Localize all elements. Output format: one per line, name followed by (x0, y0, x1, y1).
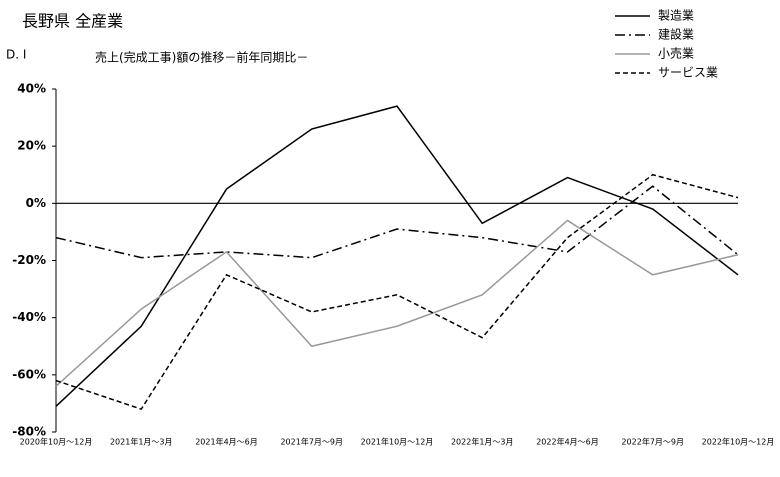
series-line (55, 105, 739, 407)
y-axis-label: D. I (6, 48, 26, 62)
series-line (55, 185, 739, 259)
y-tick-label: 0% (26, 196, 46, 210)
legend-label: 製造業 (658, 9, 694, 23)
y-tick-label: 20% (17, 139, 46, 153)
chart-subtitle: 売上(完成工事)額の推移－前年同期比－ (95, 50, 308, 65)
series-line (55, 219, 739, 387)
series-line (55, 173, 739, 411)
x-tick-label: 2021年1月～3月 (110, 437, 173, 447)
chart-title: 長野県 全産業 (22, 12, 123, 31)
y-tick-label: 40% (17, 82, 46, 96)
x-tick-label: 2022年7月～9月 (621, 437, 684, 447)
x-tick-label: 2022年4月～6月 (536, 437, 599, 447)
x-tick-label: 2021年7月～9月 (280, 437, 343, 447)
x-tick-label: 2021年10月～12月 (361, 437, 434, 447)
legend-label: サービス業 (658, 66, 718, 80)
y-tick-label: -20% (12, 253, 46, 267)
y-tick-label: -80% (12, 425, 46, 439)
y-tick-label: -60% (12, 367, 46, 381)
x-tick-label: 2020年10月～12月 (20, 437, 93, 447)
legend-label: 建設業 (658, 27, 694, 42)
y-tick-label: -40% (12, 310, 46, 324)
legend-label: 小売業 (658, 46, 694, 61)
x-tick-label: 2022年10月～12月 (702, 437, 775, 447)
x-tick-label: 2022年1月～3月 (451, 437, 514, 447)
x-tick-label: 2021年4月～6月 (195, 437, 258, 447)
